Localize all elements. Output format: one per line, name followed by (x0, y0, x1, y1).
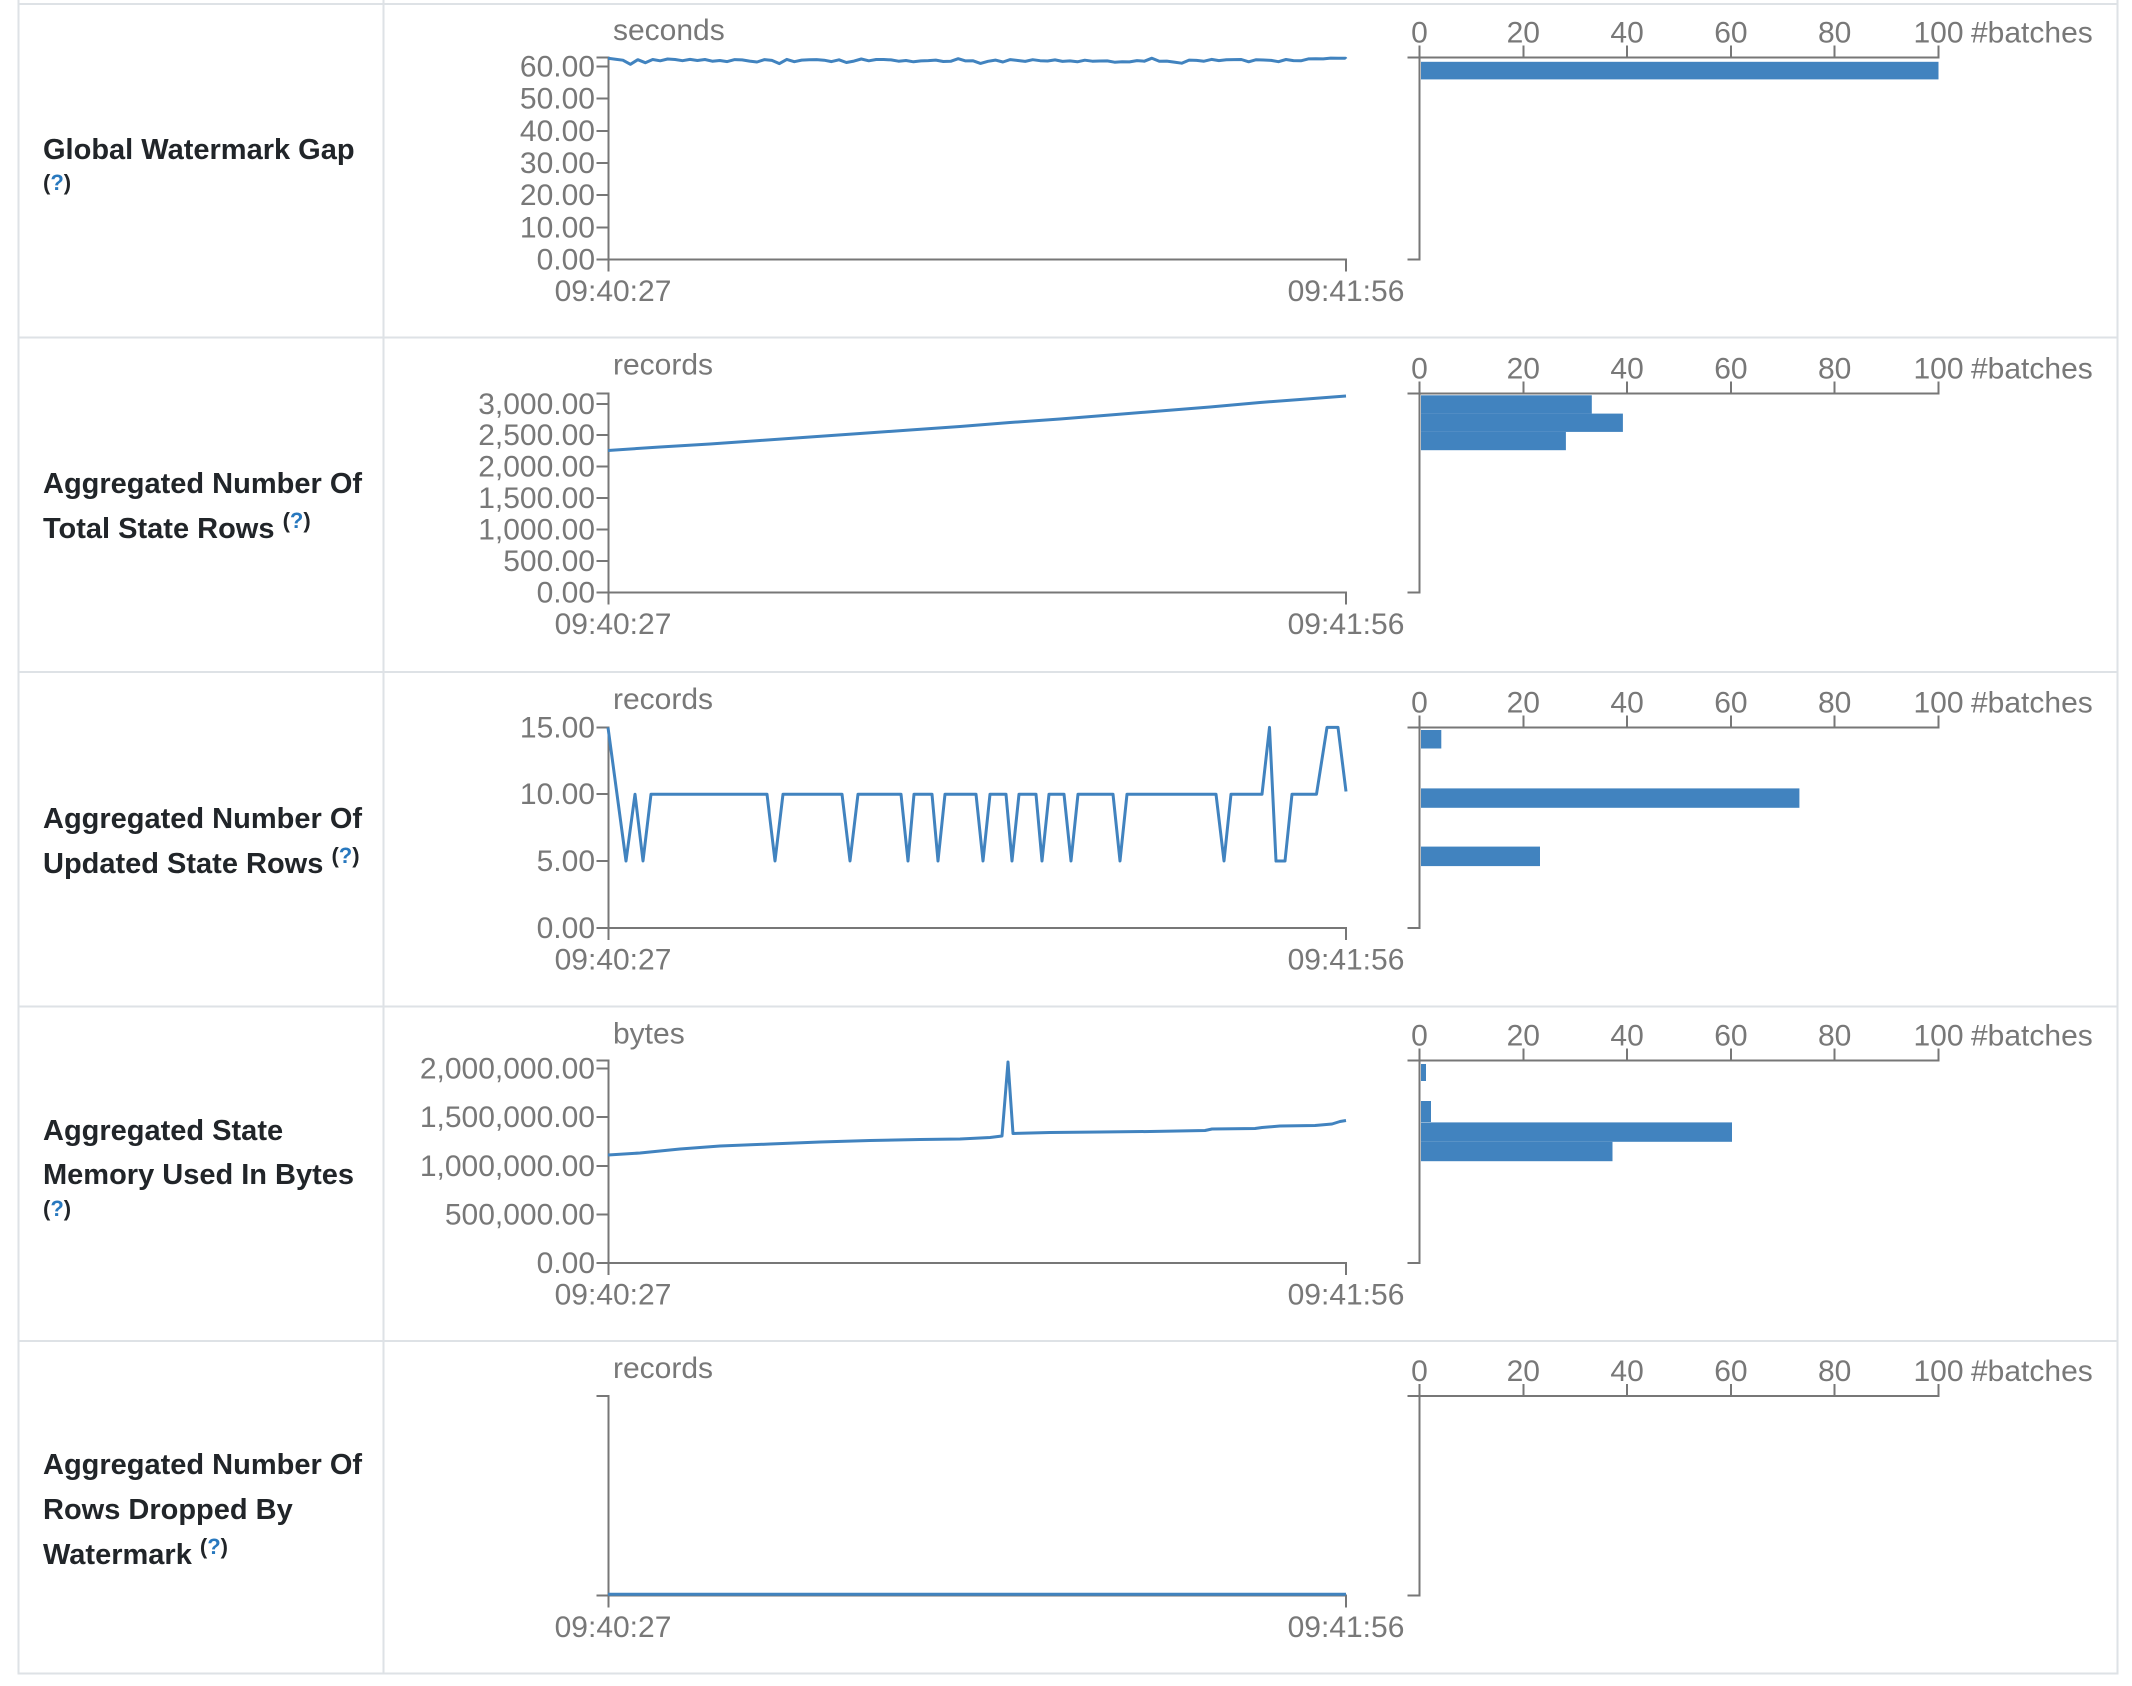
svg-text:#batches: #batches (1971, 1355, 2093, 1388)
svg-text:09:41:56: 09:41:56 (1288, 1611, 1405, 1644)
svg-text:1,000,000.00: 1,000,000.00 (420, 1150, 595, 1183)
svg-text:#batches: #batches (1971, 353, 2093, 386)
svg-text:09:40:27: 09:40:27 (555, 1611, 672, 1644)
svg-text:20: 20 (1507, 1020, 1540, 1053)
svg-text:80: 80 (1818, 1355, 1851, 1388)
svg-text:0: 0 (1411, 1355, 1428, 1388)
svg-text:80: 80 (1818, 17, 1851, 50)
svg-text:09:40:27: 09:40:27 (555, 943, 672, 976)
svg-text:bytes: bytes (613, 1018, 685, 1051)
svg-text:10.00: 10.00 (520, 211, 595, 244)
svg-text:0.00: 0.00 (537, 576, 595, 609)
svg-text:40: 40 (1610, 353, 1643, 386)
svg-text:40: 40 (1610, 686, 1643, 719)
svg-text:0.00: 0.00 (537, 244, 595, 277)
svg-text:20: 20 (1507, 17, 1540, 50)
svg-text:60: 60 (1714, 17, 1747, 50)
svg-text:0: 0 (1411, 353, 1428, 386)
svg-text:2,000,000.00: 2,000,000.00 (420, 1053, 595, 1086)
svg-text:500,000.00: 500,000.00 (445, 1198, 595, 1231)
svg-text:#batches: #batches (1971, 686, 2093, 719)
svg-text:80: 80 (1818, 353, 1851, 386)
svg-text:20: 20 (1507, 1355, 1540, 1388)
svg-text:09:40:27: 09:40:27 (555, 608, 672, 641)
svg-text:60: 60 (1714, 1020, 1747, 1053)
svg-text:0: 0 (1411, 17, 1428, 50)
svg-text:100: 100 (1913, 1355, 1963, 1388)
svg-text:09:40:27: 09:40:27 (555, 1279, 672, 1312)
svg-text:100: 100 (1913, 686, 1963, 719)
svg-text:2,500.00: 2,500.00 (478, 419, 595, 452)
svg-text:5.00: 5.00 (537, 845, 595, 878)
svg-text:0.00: 0.00 (537, 1247, 595, 1280)
svg-text:80: 80 (1818, 1020, 1851, 1053)
svg-text:15.00: 15.00 (520, 711, 595, 744)
svg-text:09:41:56: 09:41:56 (1288, 608, 1405, 641)
svg-text:100: 100 (1913, 17, 1963, 50)
svg-text:40.00: 40.00 (520, 115, 595, 148)
svg-text:50.00: 50.00 (520, 83, 595, 116)
svg-text:09:41:56: 09:41:56 (1288, 275, 1405, 308)
svg-text:20: 20 (1507, 686, 1540, 719)
svg-text:0: 0 (1411, 686, 1428, 719)
svg-text:records: records (613, 349, 713, 382)
svg-text:1,000.00: 1,000.00 (478, 514, 595, 547)
svg-text:20: 20 (1507, 353, 1540, 386)
svg-text:09:41:56: 09:41:56 (1288, 1279, 1405, 1312)
svg-text:100: 100 (1913, 353, 1963, 386)
svg-text:1,500,000.00: 1,500,000.00 (420, 1101, 595, 1134)
svg-text:3,000.00: 3,000.00 (478, 388, 595, 421)
svg-text:60: 60 (1714, 1355, 1747, 1388)
svg-text:80: 80 (1818, 686, 1851, 719)
svg-text:60: 60 (1714, 353, 1747, 386)
svg-text:30.00: 30.00 (520, 147, 595, 180)
svg-text:60: 60 (1714, 686, 1747, 719)
svg-text:#batches: #batches (1971, 1020, 2093, 1053)
svg-text:seconds: seconds (613, 14, 725, 47)
svg-text:09:41:56: 09:41:56 (1288, 943, 1405, 976)
svg-text:500.00: 500.00 (503, 545, 595, 578)
svg-text:records: records (613, 1352, 713, 1385)
svg-text:10.00: 10.00 (520, 778, 595, 811)
svg-text:2,000.00: 2,000.00 (478, 451, 595, 484)
svg-text:#batches: #batches (1971, 17, 2093, 50)
svg-text:40: 40 (1610, 17, 1643, 50)
svg-text:40: 40 (1610, 1355, 1643, 1388)
svg-text:records: records (613, 683, 713, 716)
svg-text:40: 40 (1610, 1020, 1643, 1053)
svg-text:0: 0 (1411, 1020, 1428, 1053)
svg-text:0.00: 0.00 (537, 912, 595, 945)
svg-text:09:40:27: 09:40:27 (555, 275, 672, 308)
svg-text:1,500.00: 1,500.00 (478, 482, 595, 515)
svg-text:60.00: 60.00 (520, 51, 595, 84)
svg-text:20.00: 20.00 (520, 179, 595, 212)
svg-text:100: 100 (1913, 1020, 1963, 1053)
